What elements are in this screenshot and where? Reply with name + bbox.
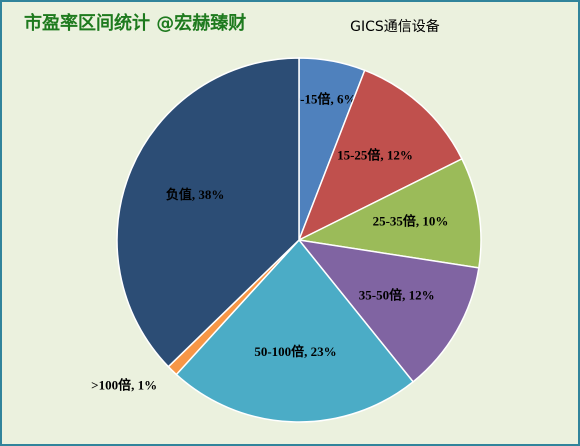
data-label: 0-15倍, 6% bbox=[294, 91, 357, 106]
chart-title: 市盈率区间统计 @宏赫臻财 bbox=[24, 12, 246, 34]
data-label: 负值, 38% bbox=[166, 187, 225, 202]
pie-slice bbox=[297, 238, 480, 383]
data-label: 25-35倍, 10% bbox=[373, 214, 449, 229]
data-label: 50-100倍, 23% bbox=[254, 344, 336, 359]
chart-subtitle: GICS通信设备 bbox=[350, 18, 440, 35]
pie-slice bbox=[175, 238, 415, 423]
pie-slice bbox=[297, 69, 463, 242]
pie-slice bbox=[296, 157, 482, 269]
data-label: 35-50倍, 12% bbox=[359, 287, 435, 302]
data-label: 15-25倍, 12% bbox=[337, 148, 413, 163]
pie-slice bbox=[116, 57, 300, 368]
data-label: >100倍, 1% bbox=[91, 377, 157, 392]
